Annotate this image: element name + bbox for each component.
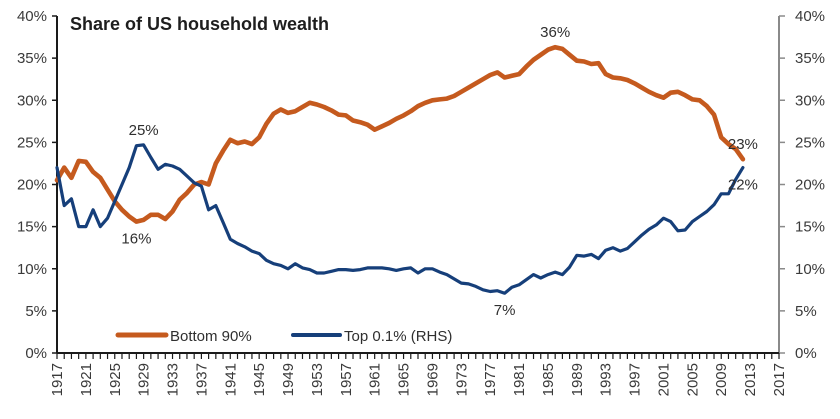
right-tick-label: 0% (795, 345, 817, 362)
left-tick-label: 15% (17, 219, 47, 236)
x-tick-label: 1965 (396, 363, 413, 396)
x-tick-label: 1937 (193, 363, 210, 396)
right-tick-label: 35% (795, 50, 825, 67)
x-tick-label: 1921 (78, 363, 95, 396)
series-line-top-0-1-rhs (55, 143, 745, 295)
annotation-label: 23% (728, 136, 758, 153)
x-tick-label: 1957 (338, 363, 355, 396)
right-tick-label: 5% (795, 303, 817, 320)
x-tick-label: 1941 (222, 363, 239, 396)
x-tick-label: 1997 (627, 363, 644, 396)
x-tick-label: 1973 (453, 363, 470, 396)
annotation-label: 36% (540, 24, 570, 41)
annotation-label: 25% (129, 122, 159, 139)
right-tick-label: 15% (795, 219, 825, 236)
right-tick-label: 20% (795, 177, 825, 194)
annotations: 25% 16% 36% 7% 23% 22% (121, 24, 758, 319)
x-tick-label: 1945 (251, 363, 268, 396)
x-tick-label: 1981 (511, 363, 528, 396)
legend-label-top-0-1: Top 0.1% (RHS) (344, 328, 452, 345)
x-tick-label: 2013 (742, 363, 759, 396)
left-tick-label: 40% (17, 8, 47, 25)
legend: Bottom 90% Top 0.1% (RHS) (115, 328, 452, 345)
right-y-axis: 0% 5% 10% 15% 20% 25% 30% 35% 40% (778, 8, 825, 362)
left-tick-label: 30% (17, 92, 47, 109)
x-tick-label: 1993 (598, 363, 615, 396)
series-line-bottom-90 (54, 44, 746, 224)
right-tick-label: 40% (795, 8, 825, 25)
left-tick-label: 20% (17, 177, 47, 194)
left-tick-label: 0% (25, 345, 47, 362)
x-tick-label: 1985 (540, 363, 557, 396)
x-tick-label: 1989 (569, 363, 586, 396)
x-tick-label: 1977 (482, 363, 499, 396)
x-tick-label: 2017 (771, 363, 788, 396)
chart-title: Share of US household wealth (70, 14, 329, 34)
x-tick-label: 2001 (655, 363, 672, 396)
x-tick-label: 2009 (713, 363, 730, 396)
x-tick-label: 1953 (309, 363, 326, 396)
x-tick-label: 1961 (367, 363, 384, 396)
annotation-label: 22% (728, 177, 758, 194)
x-axis: 1917 1921 1925 1929 1933 1937 1941 1945 1949 1953… (49, 352, 788, 396)
x-tick-label: 1917 (49, 363, 66, 396)
right-tick-label: 25% (795, 134, 825, 151)
x-tick-label: 1925 (107, 363, 124, 396)
x-tick-label: 1949 (280, 363, 297, 396)
legend-label-bottom-90: Bottom 90% (170, 328, 252, 345)
x-tick-label: 2005 (684, 363, 701, 396)
x-tick-label: 1929 (136, 363, 153, 396)
right-tick-label: 30% (795, 92, 825, 109)
x-tick-label: 1969 (424, 363, 441, 396)
annotation-label: 16% (121, 231, 151, 248)
series-layer (54, 44, 746, 295)
left-tick-label: 5% (25, 303, 47, 320)
annotation-label: 7% (494, 302, 516, 319)
left-tick-label: 10% (17, 261, 47, 278)
right-tick-label: 10% (795, 261, 825, 278)
left-tick-label: 25% (17, 134, 47, 151)
left-y-axis: 0% 5% 10% 15% 20% 25% 30% 35% 40% (17, 8, 58, 362)
left-tick-label: 35% (17, 50, 47, 67)
x-tick-label: 1933 (165, 363, 182, 396)
